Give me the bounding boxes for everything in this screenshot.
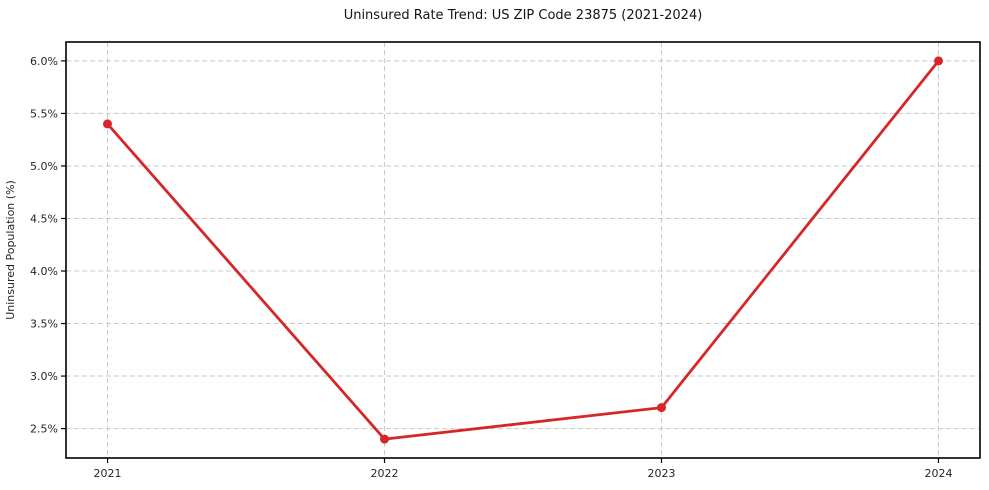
plot-area: 2.5% 3.0% 3.5% 4.0% 4.5% 5.0% 5.5% 6.0% 2021 2022… xyxy=(30,41,981,480)
data-point-marker xyxy=(103,119,112,129)
data-point-marker xyxy=(657,403,666,413)
x-tick-label: 2023 xyxy=(647,467,675,480)
trend-line xyxy=(106,59,940,441)
y-tick-label: 3.5% xyxy=(30,317,58,330)
y-tick-label: 6.0% xyxy=(30,55,58,68)
y-axis-label: Uninsured Population (%) xyxy=(4,180,17,320)
y-tick-label: 5.0% xyxy=(30,160,58,173)
x-tick-label: 2022 xyxy=(371,467,399,480)
x-tick-label: 2024 xyxy=(924,467,952,480)
plot-border xyxy=(65,41,981,459)
y-tick-label: 5.5% xyxy=(30,107,58,120)
data-point-marker xyxy=(934,56,943,66)
y-tick-label: 4.0% xyxy=(30,265,58,278)
chart-title: Uninsured Rate Trend: US ZIP Code 23875 … xyxy=(344,8,703,23)
x-tick-label: 2021 xyxy=(94,467,122,480)
y-tick-label: 4.5% xyxy=(30,212,58,225)
data-point-marker xyxy=(380,434,389,444)
y-tick-label: 2.5% xyxy=(30,422,58,435)
y-tick-label: 3.0% xyxy=(30,370,58,383)
